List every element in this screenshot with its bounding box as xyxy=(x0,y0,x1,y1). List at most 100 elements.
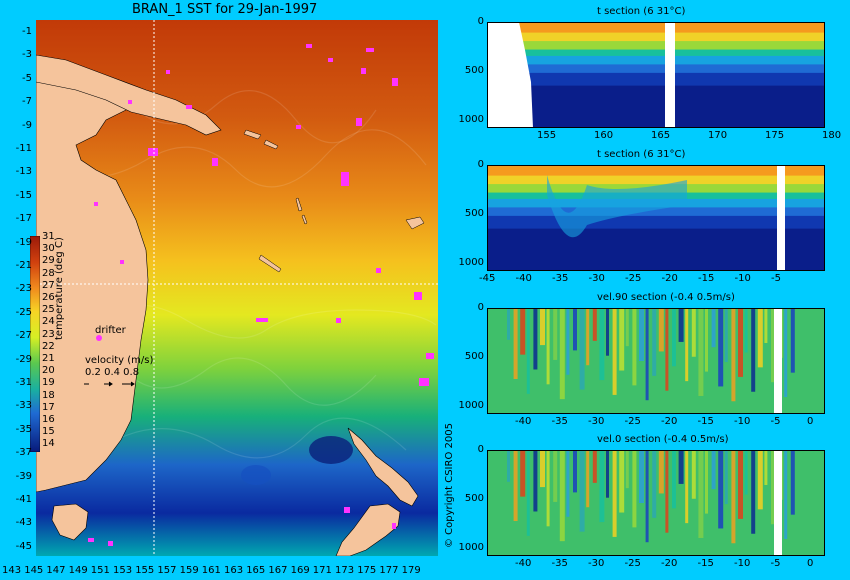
new-zealand-south-island xyxy=(335,503,401,556)
panel-x-tick-label: 165 xyxy=(651,130,671,141)
map-y-axis: -1 -3 -5 -7 -9 -11 -13 -15 -17 -19 -21 -23 -25 -27 -29… xyxy=(0,20,34,556)
velocity-streak xyxy=(731,450,736,544)
velocity-streak xyxy=(586,450,590,508)
panel-x-tick-label: -15 xyxy=(697,558,714,569)
velocity-streak xyxy=(559,450,565,542)
map-y-tick-label: -29 xyxy=(15,353,32,365)
temperature-band xyxy=(487,49,825,57)
panel-x-tick-label: 0 xyxy=(807,558,814,569)
panel-x-tick-label: -45 xyxy=(479,273,496,284)
temperature-band xyxy=(487,175,825,185)
velocity-streak xyxy=(738,450,743,519)
temperature-colorbar xyxy=(30,236,40,452)
plot-frame xyxy=(487,165,825,271)
panel-x-tick-label: -5 xyxy=(771,273,781,284)
velocity-streak xyxy=(645,308,649,401)
panel-x-tick-label: 160 xyxy=(594,130,614,141)
panel-x-tick-label: -30 xyxy=(588,273,605,284)
velocity-streak xyxy=(738,308,743,377)
panel-x-tick-label: -40 xyxy=(515,558,532,569)
map-y-tick-label: -9 xyxy=(22,119,32,131)
panel-x-tick-label: -40 xyxy=(515,273,532,284)
velocity-streak xyxy=(619,308,625,371)
map-x-tick-label: 147 xyxy=(46,565,66,576)
map-y-tick-label: -43 xyxy=(15,517,32,529)
colorbar-tick-label: 23 xyxy=(42,328,55,340)
colorbar-tick-label: 14 xyxy=(42,438,55,450)
panel-x-tick-label: -30 xyxy=(588,416,605,427)
velocity-streak xyxy=(784,450,788,540)
velocity-streak xyxy=(507,308,510,340)
panel-x-tick-label: -5 xyxy=(770,416,781,427)
velocity-streak xyxy=(691,450,696,499)
velocity-streak xyxy=(619,450,625,513)
velocity-streak xyxy=(599,450,605,523)
colorbar-tick-label: 30 xyxy=(42,243,55,255)
velocity-streak xyxy=(731,308,736,402)
new-guinea-landmass xyxy=(36,54,222,136)
panel-x-tick-label: -20 xyxy=(661,558,678,569)
velocity-streak xyxy=(685,450,689,524)
colorbar-tick-label: 29 xyxy=(42,255,55,267)
velocity-streak xyxy=(573,308,577,351)
drifter-markers xyxy=(88,44,434,546)
velocity-streak xyxy=(751,308,756,392)
velocity-streak xyxy=(678,450,684,484)
panel-x-tick-label: -40 xyxy=(515,416,532,427)
velocity-streak xyxy=(665,450,669,533)
colorbar-tick-label: 17 xyxy=(42,401,55,413)
velocity-streak xyxy=(744,308,748,353)
temperature-band xyxy=(487,32,825,42)
panel-title: t section (6 31°C) xyxy=(597,6,686,17)
velocity-streak xyxy=(520,450,526,497)
velocity-streak xyxy=(757,308,763,368)
velocity-streak xyxy=(665,308,669,391)
velocity-streak xyxy=(757,450,763,510)
velocity-streak xyxy=(718,308,724,387)
new-zealand-north-island xyxy=(347,427,419,507)
velocity-streak xyxy=(724,308,728,363)
map-y-tick-label: -27 xyxy=(15,330,32,342)
map-y-tick-label: -17 xyxy=(15,213,32,225)
panel-title: vel.0 section (-0.4 0.5m/s) xyxy=(597,434,729,445)
map-x-tick-label: 169 xyxy=(290,565,310,576)
velocity-streak xyxy=(790,450,795,515)
map-x-tick-label: 165 xyxy=(246,565,266,576)
map-x-tick-label: 167 xyxy=(268,565,288,576)
velocity-streak xyxy=(658,450,664,494)
velocity-streak xyxy=(599,308,605,381)
panel-x-tick-label: -25 xyxy=(624,558,641,569)
velocity-streak xyxy=(526,308,530,394)
plot-frame xyxy=(487,308,825,414)
panel-x-tick-label: -10 xyxy=(734,416,751,427)
panel-x-tick-label: -20 xyxy=(661,273,678,284)
plot-frame xyxy=(487,22,825,128)
panel-x-tick-label: -5 xyxy=(770,558,781,569)
sst-map xyxy=(36,20,438,556)
colorbar-tick-label: 16 xyxy=(42,414,55,425)
panel-x-tick-label: -15 xyxy=(698,273,715,284)
velocity-streak xyxy=(612,308,617,395)
map-y-tick-label: -33 xyxy=(15,400,32,412)
colorbar-tick-label: 28 xyxy=(42,267,55,279)
map-x-tick-label: 171 xyxy=(312,565,332,576)
temperature-band xyxy=(487,55,825,65)
colorbar-tick-label: 15 xyxy=(42,426,55,438)
panel-y-tick-label: 0 xyxy=(477,302,484,313)
velocity-streak xyxy=(790,308,795,373)
map-x-tick-label: 153 xyxy=(113,565,133,576)
panel-y-tick-label: 500 xyxy=(464,493,484,504)
temperature-band xyxy=(487,228,825,271)
panel-y-tick-label: 0 xyxy=(477,16,484,27)
map-x-tick-label: 149 xyxy=(68,565,88,576)
panel-title: t section (6 31°C) xyxy=(597,149,686,160)
land-gap xyxy=(774,450,782,556)
map-x-tick-label: 159 xyxy=(179,565,199,576)
colorbar-tick-label: 20 xyxy=(42,365,55,377)
page-title: BRAN_1 SST for 29-Jan-1997 xyxy=(132,2,318,17)
land-gap xyxy=(774,308,782,414)
velocity-streak xyxy=(513,450,518,522)
map-y-tick-label: -7 xyxy=(22,96,32,108)
velocity-streak xyxy=(771,308,775,383)
velocity-label: velocity (m/s) xyxy=(85,355,154,366)
